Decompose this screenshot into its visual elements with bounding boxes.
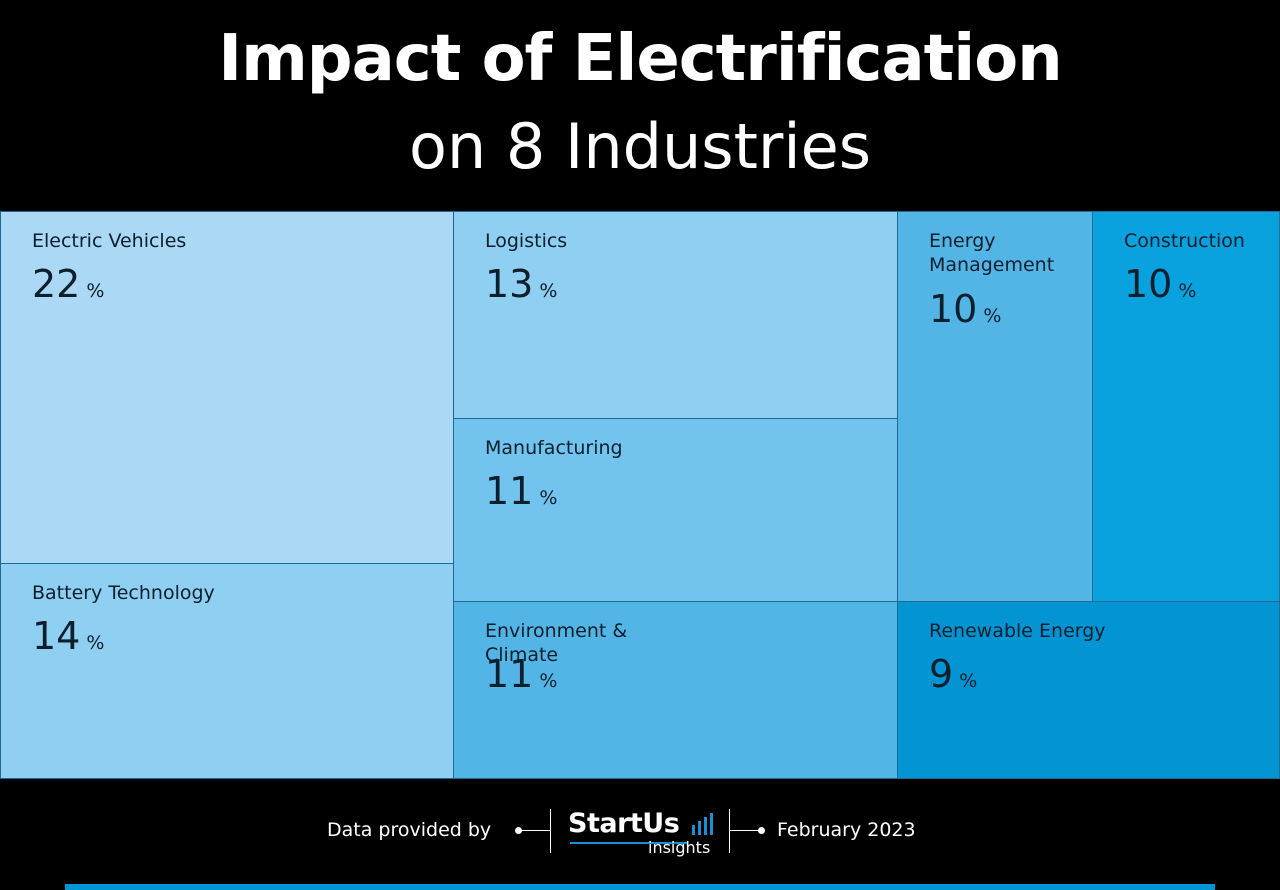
tile-manufacturing: Manufacturing 11% bbox=[453, 418, 899, 602]
tile-unit: % bbox=[959, 670, 978, 692]
tile-value: 22 bbox=[32, 262, 81, 306]
connector-line-right bbox=[730, 830, 760, 831]
tile-construction: Construction 10% bbox=[1092, 211, 1280, 602]
logo-subtext: insights bbox=[648, 838, 711, 857]
tile-label: Energy Management bbox=[929, 230, 1055, 276]
connector-dot-left bbox=[515, 827, 522, 834]
logo-underline bbox=[570, 842, 687, 844]
startus-logo: StartUs insights bbox=[568, 808, 718, 857]
treemap: Electric Vehicles 22% Battery Technology 14… bbox=[0, 211, 1280, 779]
chart-subtitle: on 8 Industries bbox=[408, 110, 872, 183]
footer: Data provided by StartUs insights Februa… bbox=[0, 790, 1280, 870]
tile-label: Environment & Climate bbox=[485, 620, 628, 666]
tile-unit: % bbox=[539, 670, 558, 692]
connector-dot-right bbox=[758, 827, 765, 834]
bar-chart-icon bbox=[692, 813, 713, 835]
tile-unit: % bbox=[539, 487, 558, 509]
tile-label: Logistics bbox=[485, 230, 568, 252]
divider-right bbox=[729, 809, 730, 853]
tile-value: 14 bbox=[32, 614, 81, 658]
tile-value: 9 bbox=[929, 652, 954, 696]
tile-unit: % bbox=[539, 280, 558, 302]
tile-energy-management: Energy Management 10% bbox=[897, 211, 1094, 602]
date-label: February 2023 bbox=[777, 819, 916, 841]
tile-logistics: Logistics 13% bbox=[453, 211, 899, 419]
tile-unit: % bbox=[1178, 280, 1197, 302]
tile-environment-and-climate: Environment & Climate 11% bbox=[453, 601, 899, 779]
tile-value: 11 bbox=[485, 469, 534, 513]
tile-value: 11 bbox=[485, 652, 534, 696]
tile-label: Manufacturing bbox=[485, 437, 623, 459]
connector-line-left bbox=[520, 830, 550, 831]
tile-value: 10 bbox=[929, 287, 978, 331]
source-label: Data provided by bbox=[327, 819, 492, 841]
tile-value: 13 bbox=[485, 262, 534, 306]
logo-wordmark: StartUs bbox=[568, 808, 680, 839]
tile-unit: % bbox=[983, 305, 1002, 327]
bottom-accent-band bbox=[65, 884, 1215, 890]
tile-battery-technology: Battery Technology 14% bbox=[0, 563, 454, 779]
divider-left bbox=[550, 809, 551, 853]
chart-header: Impact of Electrification on 8 Industrie… bbox=[0, 0, 1280, 210]
tile-value: 10 bbox=[1124, 262, 1173, 306]
tile-label: Battery Technology bbox=[32, 582, 215, 604]
tile-electric-vehicles: Electric Vehicles 22% bbox=[0, 211, 454, 564]
tile-unit: % bbox=[86, 632, 105, 654]
chart-title: Impact of Electrification bbox=[218, 22, 1062, 96]
tile-renewable-energy: Renewable Energy 9% bbox=[897, 601, 1280, 779]
tile-label: Electric Vehicles bbox=[32, 230, 187, 252]
tile-unit: % bbox=[86, 280, 105, 302]
tile-label: Renewable Energy bbox=[929, 620, 1106, 642]
tile-label: Construction bbox=[1124, 230, 1245, 252]
